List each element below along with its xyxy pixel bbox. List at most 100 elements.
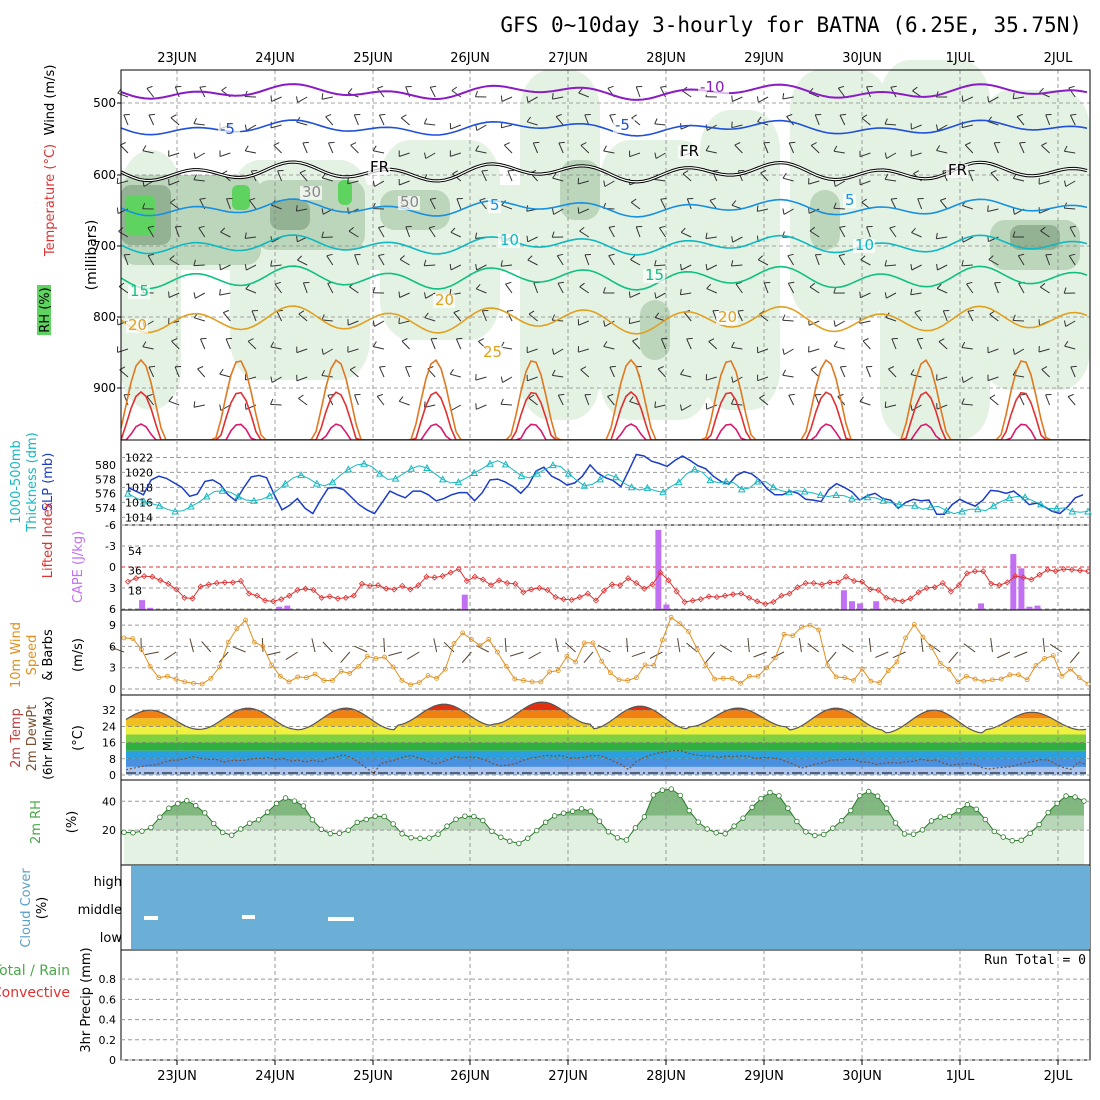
rh-2m-panel: 40 20 2m RH (%) — [29, 779, 1091, 866]
wind-barb-flag — [840, 365, 847, 368]
rh-marker — [327, 830, 334, 837]
date-label-top: 27JUN — [548, 51, 588, 66]
wind-barb — [552, 96, 564, 100]
wind-barb — [245, 288, 257, 294]
wind-barb-flag — [654, 292, 657, 299]
rh-marker — [910, 831, 917, 837]
wind-speed-marker — [1050, 653, 1056, 659]
wind-barb-flag — [526, 116, 532, 123]
wind-barb-flag — [296, 116, 301, 123]
wind-speed-marker — [312, 671, 318, 677]
wind-barb — [1018, 394, 1025, 406]
rh-marker — [946, 813, 953, 820]
wind-barb — [401, 340, 410, 350]
li-marker — [980, 568, 987, 575]
cape-bar — [663, 604, 670, 610]
wind-barb — [788, 142, 795, 154]
li-marker — [988, 580, 995, 587]
wind-barb — [193, 179, 205, 182]
wind-barb-flag — [479, 197, 486, 201]
wind-barb — [706, 288, 717, 294]
wind-barb-10m — [948, 651, 959, 664]
cloud-level-label: high — [94, 875, 122, 890]
wind-barb — [142, 150, 154, 154]
cape-bar — [840, 590, 847, 610]
wind-speed-marker — [486, 636, 492, 642]
rh-marker — [722, 831, 728, 837]
wind-barb — [962, 236, 974, 243]
li-marker — [1004, 579, 1011, 586]
contour-label: 5 — [490, 196, 500, 214]
contour-label-bg — [678, 145, 700, 159]
wind-barb — [481, 170, 487, 182]
rh-marker — [883, 805, 890, 811]
wind-barb-flag — [1016, 113, 1023, 117]
wind-barb-flag — [424, 152, 427, 159]
wind-barb-flag — [833, 202, 837, 209]
wind-barb-flag — [603, 180, 606, 187]
wind-barb-flag — [1012, 314, 1016, 321]
rh-marker — [892, 820, 899, 826]
wind10-axis-title: & Barbs — [41, 629, 56, 681]
wind-barb-flag — [251, 169, 258, 172]
wind-barb-flag — [580, 142, 587, 146]
wind-barb-flag — [1064, 340, 1069, 347]
li-marker — [770, 598, 777, 606]
li-marker — [141, 573, 148, 580]
wind-barb-flag — [481, 169, 488, 172]
wind-barb — [399, 152, 410, 157]
rh-marker — [166, 805, 172, 811]
temp2m-units: (°C) — [71, 725, 86, 751]
wind-barb — [299, 172, 308, 182]
wind-barb-flag — [450, 227, 456, 233]
rh-marker — [228, 832, 235, 838]
wind-barb-flag — [859, 396, 864, 402]
wind-barb-flag — [295, 205, 298, 212]
thickness-tick-label: 578 — [95, 473, 116, 486]
contour-label: -5 — [220, 120, 235, 138]
li-marker — [294, 587, 301, 594]
wind-barb-flag — [788, 281, 795, 284]
wind-barb — [193, 123, 205, 126]
wind-barb — [757, 208, 769, 212]
wind-barb — [147, 255, 155, 266]
wind-barb — [174, 86, 180, 98]
wind-barb — [1045, 394, 1051, 406]
thickness-marker — [848, 494, 856, 502]
wind-barb — [865, 366, 871, 378]
wind-barb-flag — [735, 281, 742, 285]
wind-barb-flag — [199, 197, 206, 200]
wind-barb — [270, 346, 282, 350]
clear-patch — [144, 916, 158, 920]
temperature-axis-title: Temperature (°C) — [43, 144, 58, 257]
wind-speed-marker — [330, 678, 335, 683]
wind-barb — [936, 150, 948, 154]
wind-barb-flag — [940, 197, 947, 201]
wind-barb — [866, 226, 871, 238]
wind-barb — [373, 150, 385, 154]
li-marker — [423, 573, 430, 580]
rh-marker — [219, 829, 226, 836]
li-marker — [286, 592, 293, 599]
wind-barb-10m — [555, 638, 559, 653]
wind-barb — [325, 116, 334, 126]
wind-barb-flag — [839, 113, 847, 116]
wind-barb — [937, 124, 948, 131]
wind-speed-marker — [347, 670, 353, 676]
wind-barb-flag — [990, 170, 997, 174]
thickness-marker — [202, 492, 211, 500]
wind-speed-marker — [503, 663, 509, 669]
wind-barb-flag — [607, 393, 614, 397]
li-marker — [536, 584, 543, 592]
thickness-marker — [580, 481, 589, 489]
wind-barb-flag — [372, 287, 376, 293]
wind-barb — [200, 338, 206, 350]
thickness-marker — [124, 489, 132, 497]
wind-barb — [866, 86, 871, 98]
li-marker — [415, 582, 422, 589]
wind-barb — [405, 366, 411, 378]
wind-barb-flag — [987, 96, 990, 103]
pressure-tick-label: 900 — [93, 381, 116, 395]
wind-barb-10m — [504, 637, 507, 653]
wind-speed-marker — [790, 633, 796, 639]
